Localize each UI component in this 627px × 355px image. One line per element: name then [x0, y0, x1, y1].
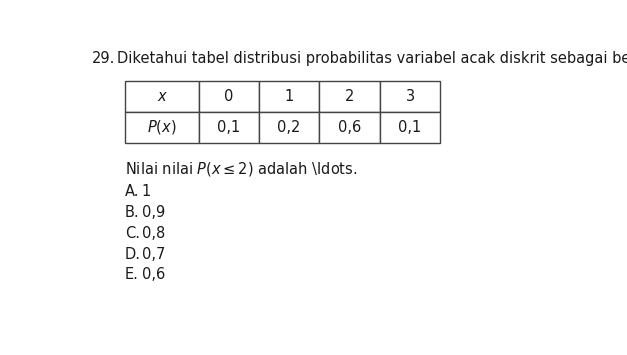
Text: x: x: [157, 89, 166, 104]
Text: 0,1: 0,1: [217, 120, 240, 135]
Text: B.: B.: [125, 205, 139, 220]
Text: 0: 0: [224, 89, 233, 104]
Text: 29.: 29.: [92, 51, 116, 66]
Bar: [319, 112, 380, 143]
Text: Diketahui tabel distribusi probabilitas variabel acak diskrit sebagai berikut :: Diketahui tabel distribusi probabilitas …: [117, 51, 627, 66]
Text: A.: A.: [125, 184, 139, 199]
Text: D.: D.: [125, 247, 141, 262]
Bar: [125, 112, 199, 143]
Text: 0,6: 0,6: [338, 120, 361, 135]
Bar: [199, 112, 259, 143]
Bar: [319, 81, 380, 112]
Text: 0,9: 0,9: [142, 205, 165, 220]
Text: 3: 3: [406, 89, 414, 104]
Text: 0,7: 0,7: [142, 247, 166, 262]
Bar: [380, 112, 440, 143]
Text: 0,1: 0,1: [398, 120, 422, 135]
Text: Nilai nilai $P(x \leq 2)$ adalah \ldots.: Nilai nilai $P(x \leq 2)$ adalah \ldots.: [125, 160, 357, 178]
Text: $P(x)$: $P(x)$: [147, 118, 176, 136]
Text: C.: C.: [125, 226, 140, 241]
Text: 0,2: 0,2: [278, 120, 301, 135]
Text: 2: 2: [345, 89, 354, 104]
Text: 0,6: 0,6: [142, 267, 165, 283]
Bar: [380, 81, 440, 112]
Bar: [259, 112, 319, 143]
Bar: [199, 81, 259, 112]
Text: 1: 1: [142, 184, 151, 199]
Bar: [259, 81, 319, 112]
Text: E.: E.: [125, 267, 139, 283]
Bar: [125, 81, 199, 112]
Text: 1: 1: [285, 89, 294, 104]
Text: 0,8: 0,8: [142, 226, 165, 241]
